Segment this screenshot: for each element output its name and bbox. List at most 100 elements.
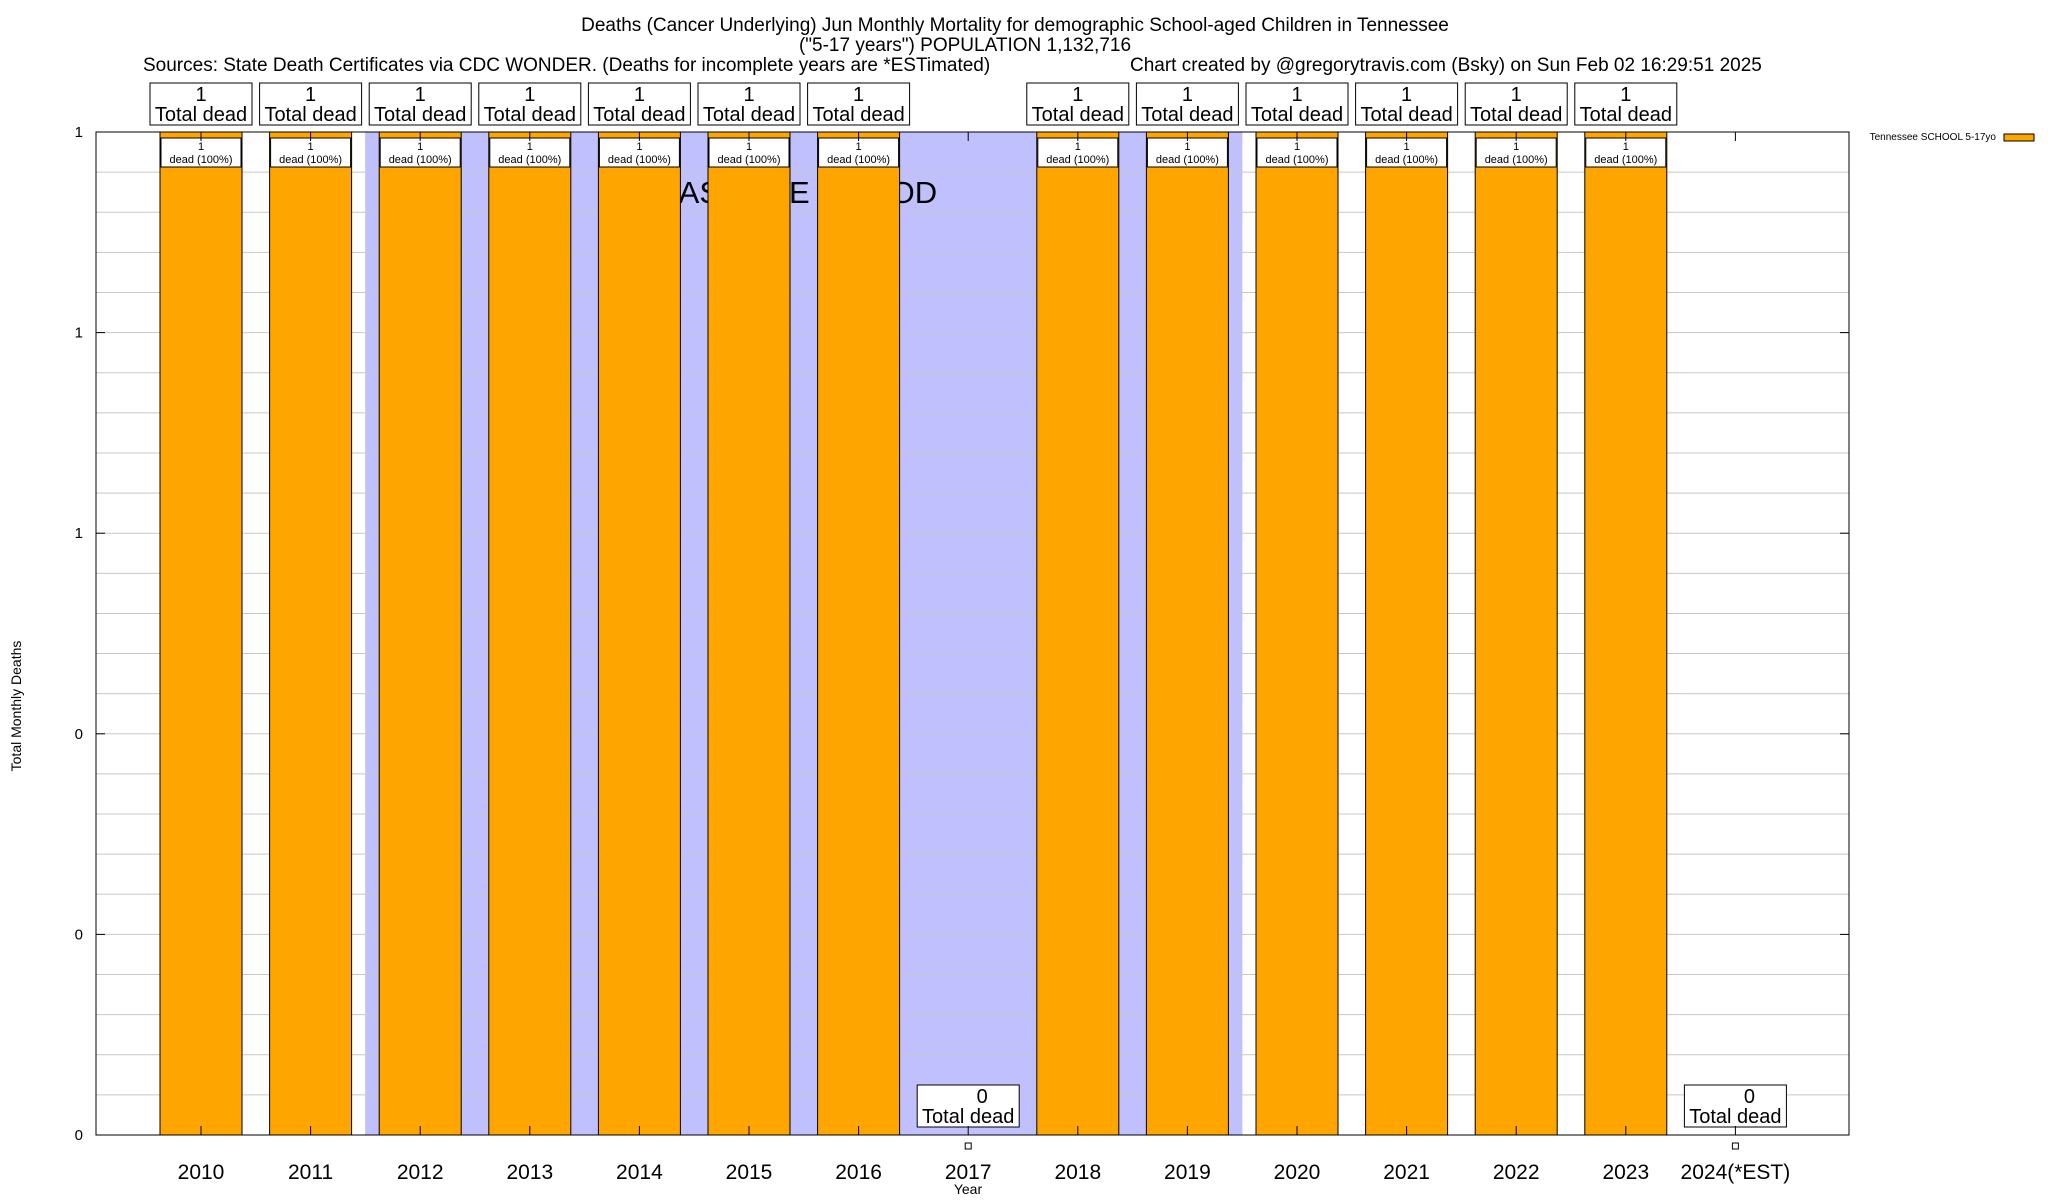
bar-pct-label: dead (100%)	[1485, 154, 1548, 166]
bar-value-label: 1	[1075, 141, 1081, 153]
total-label-box	[697, 82, 801, 126]
total-count-label: 1	[305, 84, 316, 106]
bar-pct-label: dead (100%)	[1594, 154, 1657, 166]
total-dead-label: Total dead	[922, 1106, 1014, 1128]
bar-pct-label: dead (100%)	[389, 154, 452, 166]
total-count-label: 1	[1620, 84, 1631, 106]
y-tick-label: 1	[75, 525, 83, 542]
total-count-label: 1	[1401, 84, 1412, 106]
zero-marker	[1731, 1142, 1739, 1150]
bar-value-label: 1	[1404, 141, 1410, 153]
bar-value-label: 1	[308, 141, 314, 153]
bar-value-box	[160, 137, 242, 168]
x-tick-label: 2021	[1383, 1161, 1430, 1184]
bar-pct-label: dead (100%)	[1375, 154, 1438, 166]
bar-value-label: 1	[856, 141, 862, 153]
x-tick-label: 2022	[1493, 1161, 1540, 1184]
bar	[1036, 131, 1120, 1136]
x-tick-label: 2014	[616, 1161, 663, 1184]
total-dead-label: Total dead	[1470, 104, 1562, 126]
bar	[1474, 131, 1558, 1136]
bar-value-box	[379, 137, 461, 168]
zero-marker	[964, 1142, 972, 1150]
total-label-box	[807, 82, 911, 126]
bar-value-label: 1	[636, 141, 642, 153]
bar	[1145, 131, 1229, 1136]
bar	[1255, 131, 1339, 1136]
total-dead-label: Total dead	[1032, 104, 1124, 126]
total-count-label: 1	[415, 84, 426, 106]
credit-note: Chart created by @gregorytravis.com (Bsk…	[1130, 55, 1762, 76]
legend-swatch	[2003, 133, 2035, 142]
total-dead-label: Total dead	[1580, 104, 1672, 126]
bar-value-box	[1585, 137, 1667, 168]
total-count-label: 0	[1744, 1086, 1755, 1108]
x-tick-label: 2017	[945, 1161, 992, 1184]
total-dead-label: Total dead	[155, 104, 247, 126]
total-count-label: 1	[1291, 84, 1302, 106]
bar	[1584, 131, 1668, 1136]
total-label-box	[478, 82, 582, 126]
total-label-box	[149, 82, 253, 126]
total-count-label: 0	[977, 1086, 988, 1108]
total-label-box	[368, 82, 472, 126]
total-dead-label: Total dead	[1141, 104, 1233, 126]
bar-pct-label: dead (100%)	[1046, 154, 1109, 166]
bar-value-label: 1	[417, 141, 423, 153]
total-count-label: 1	[1511, 84, 1522, 106]
bar-pct-label: dead (100%)	[827, 154, 890, 166]
bar	[597, 131, 681, 1136]
total-count-label: 1	[743, 84, 754, 106]
x-tick-label: 2024(*EST)	[1681, 1161, 1791, 1184]
total-count-label: 1	[195, 84, 206, 106]
total-label-box	[1683, 1084, 1787, 1128]
bar-value-label: 1	[198, 141, 204, 153]
bar	[1365, 131, 1449, 1136]
bar	[488, 131, 572, 1136]
bar-value-box	[818, 137, 900, 168]
bar-pct-label: dead (100%)	[608, 154, 671, 166]
total-dead-label: Total dead	[374, 104, 466, 126]
total-label-box	[1245, 82, 1349, 126]
x-tick-label: 2023	[1602, 1161, 1649, 1184]
total-label-box	[1574, 82, 1678, 126]
total-label-box	[259, 82, 363, 126]
total-dead-label: Total dead	[484, 104, 576, 126]
total-dead-label: Total dead	[703, 104, 795, 126]
bar-value-box	[598, 137, 680, 168]
bar-pct-label: dead (100%)	[279, 154, 342, 166]
x-axis-title: Year	[954, 1181, 983, 1197]
x-tick-label: 2019	[1164, 1161, 1211, 1184]
bar-value-label: 1	[1184, 141, 1190, 153]
bar-value-label: 1	[1623, 141, 1629, 153]
chart-title-line-2: ("5-17 years") POPULATION 1,132,716	[799, 35, 1131, 56]
total-dead-label: Total dead	[1360, 104, 1452, 126]
y-tick-label: 0	[75, 1127, 83, 1144]
bar-pct-label: dead (100%)	[498, 154, 561, 166]
source-note: Sources: State Death Certificates via CD…	[143, 55, 990, 76]
total-dead-label: Total dead	[264, 104, 356, 126]
bar-value-box	[1475, 137, 1557, 168]
total-count-label: 1	[634, 84, 645, 106]
y-tick-label: 1	[75, 325, 83, 342]
total-count-label: 1	[1182, 84, 1193, 106]
x-tick-label: 2020	[1274, 1161, 1321, 1184]
bar-value-label: 1	[1294, 141, 1300, 153]
bar	[378, 131, 462, 1136]
bar-value-box	[1037, 137, 1119, 168]
bar-pct-label: dead (100%)	[1266, 154, 1329, 166]
bar-value-box	[1256, 137, 1338, 168]
bar	[817, 131, 901, 1136]
total-count-label: 1	[853, 84, 864, 106]
bar-value-box	[489, 137, 571, 168]
total-label-box	[1464, 82, 1568, 126]
total-dead-label: Total dead	[593, 104, 685, 126]
legend-label: Tennessee SCHOOL 5-17yo	[1870, 132, 1997, 143]
bar-value-label: 1	[527, 141, 533, 153]
bar	[269, 131, 353, 1136]
plot-frame	[95, 131, 1850, 1136]
y-tick-label: 0	[75, 926, 83, 943]
total-count-label: 1	[524, 84, 535, 106]
total-dead-label: Total dead	[812, 104, 904, 126]
